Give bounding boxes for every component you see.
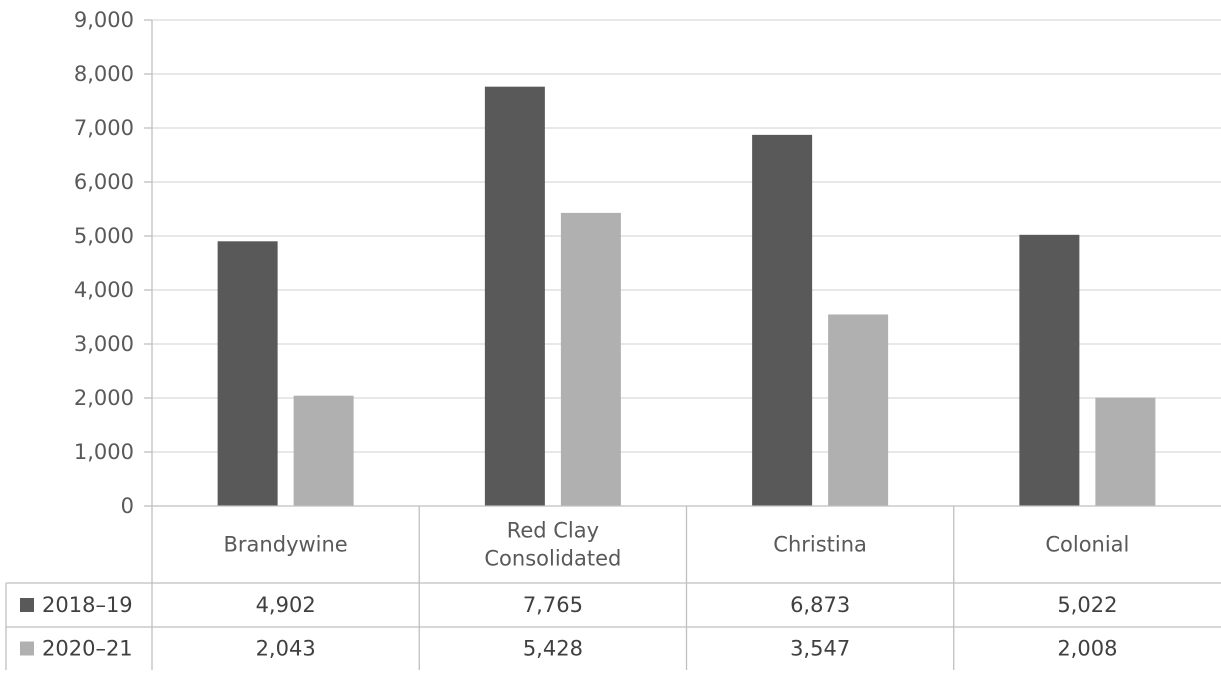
y-tick-label: 5,000 [74, 224, 134, 248]
data-label: 7,765 [523, 593, 583, 617]
x-category-label: Brandywine [224, 533, 348, 557]
x-category-label: Christina [773, 533, 867, 557]
y-tick-label: 9,000 [74, 8, 134, 32]
y-tick-label: 0 [121, 494, 134, 518]
data-label: 5,022 [1057, 593, 1117, 617]
bar-series1 [484, 86, 545, 506]
data-label: 2,043 [256, 637, 316, 661]
y-tick-label: 7,000 [74, 116, 134, 140]
legend-swatch [20, 598, 34, 612]
bar-series2 [293, 395, 354, 506]
bar-series2 [828, 314, 889, 506]
data-label: 6,873 [790, 593, 850, 617]
bar-series2 [1095, 397, 1156, 506]
legend-label: 2020–21 [42, 637, 133, 661]
y-tick-label: 1,000 [74, 440, 134, 464]
x-category-label: Colonial [1045, 533, 1129, 557]
bar-series1 [1019, 234, 1080, 506]
x-category-label: Consolidated [484, 547, 621, 571]
y-tick-label: 3,000 [74, 332, 134, 356]
y-tick-label: 2,000 [74, 386, 134, 410]
y-tick-label: 6,000 [74, 170, 134, 194]
y-tick-label: 4,000 [74, 278, 134, 302]
x-category-label: Red Clay [507, 519, 599, 543]
data-label: 2,008 [1057, 637, 1117, 661]
bar-series1 [752, 134, 813, 506]
bar-series1 [217, 241, 278, 507]
legend-label: 2018–19 [42, 593, 133, 617]
bar-series2 [560, 212, 621, 506]
y-tick-label: 8,000 [74, 62, 134, 86]
data-label: 3,547 [790, 637, 850, 661]
data-label: 4,902 [256, 593, 316, 617]
legend-swatch [20, 641, 34, 656]
data-label: 5,428 [523, 637, 583, 661]
